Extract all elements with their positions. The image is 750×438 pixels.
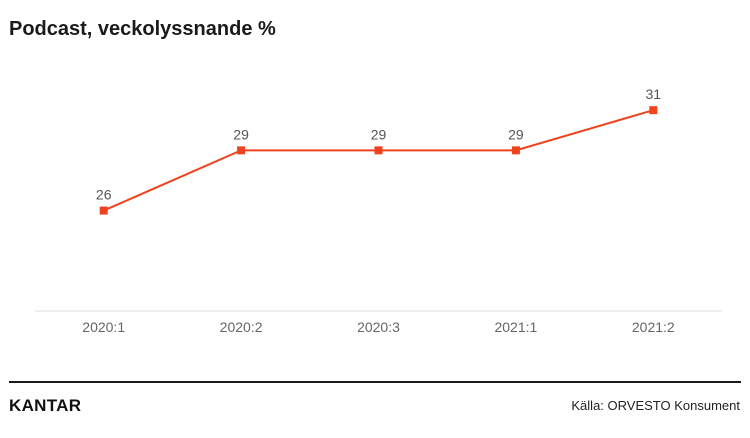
data-point: [511, 146, 520, 155]
x-tick-label: 2020:1: [82, 319, 125, 335]
data-point: [649, 106, 658, 115]
data-point: [237, 146, 246, 155]
x-tick-label: 2021:2: [632, 319, 675, 335]
data-label: 29: [233, 126, 249, 142]
data-point: [374, 146, 383, 155]
footer-divider: [9, 381, 741, 383]
source-note: Källa: ORVESTO Konsument: [571, 398, 740, 413]
x-tick-labels: 2020:1 2020:2 2020:3 2021:1 2021:2: [82, 319, 675, 335]
series-layer: [99, 106, 658, 215]
data-label: 29: [371, 126, 387, 142]
data-label: 31: [646, 86, 662, 102]
data-label: 29: [508, 126, 524, 142]
kantar-logo: KANTAR: [9, 396, 82, 415]
labels-layer: 26 29 29 29 31: [96, 86, 661, 202]
data-point: [99, 206, 108, 215]
chart-title: Podcast, veckolyssnande %: [9, 18, 276, 40]
data-label: 26: [96, 187, 112, 203]
line-chart: 26 29 29 29 31 2020:1 2020:2 2020:3 2021:1 2021:…: [35, 86, 722, 335]
series-line: [103, 109, 654, 212]
x-tick-label: 2020:2: [220, 319, 263, 335]
x-tick-label: 2020:3: [357, 319, 400, 335]
x-tick-label: 2021:1: [494, 319, 537, 335]
